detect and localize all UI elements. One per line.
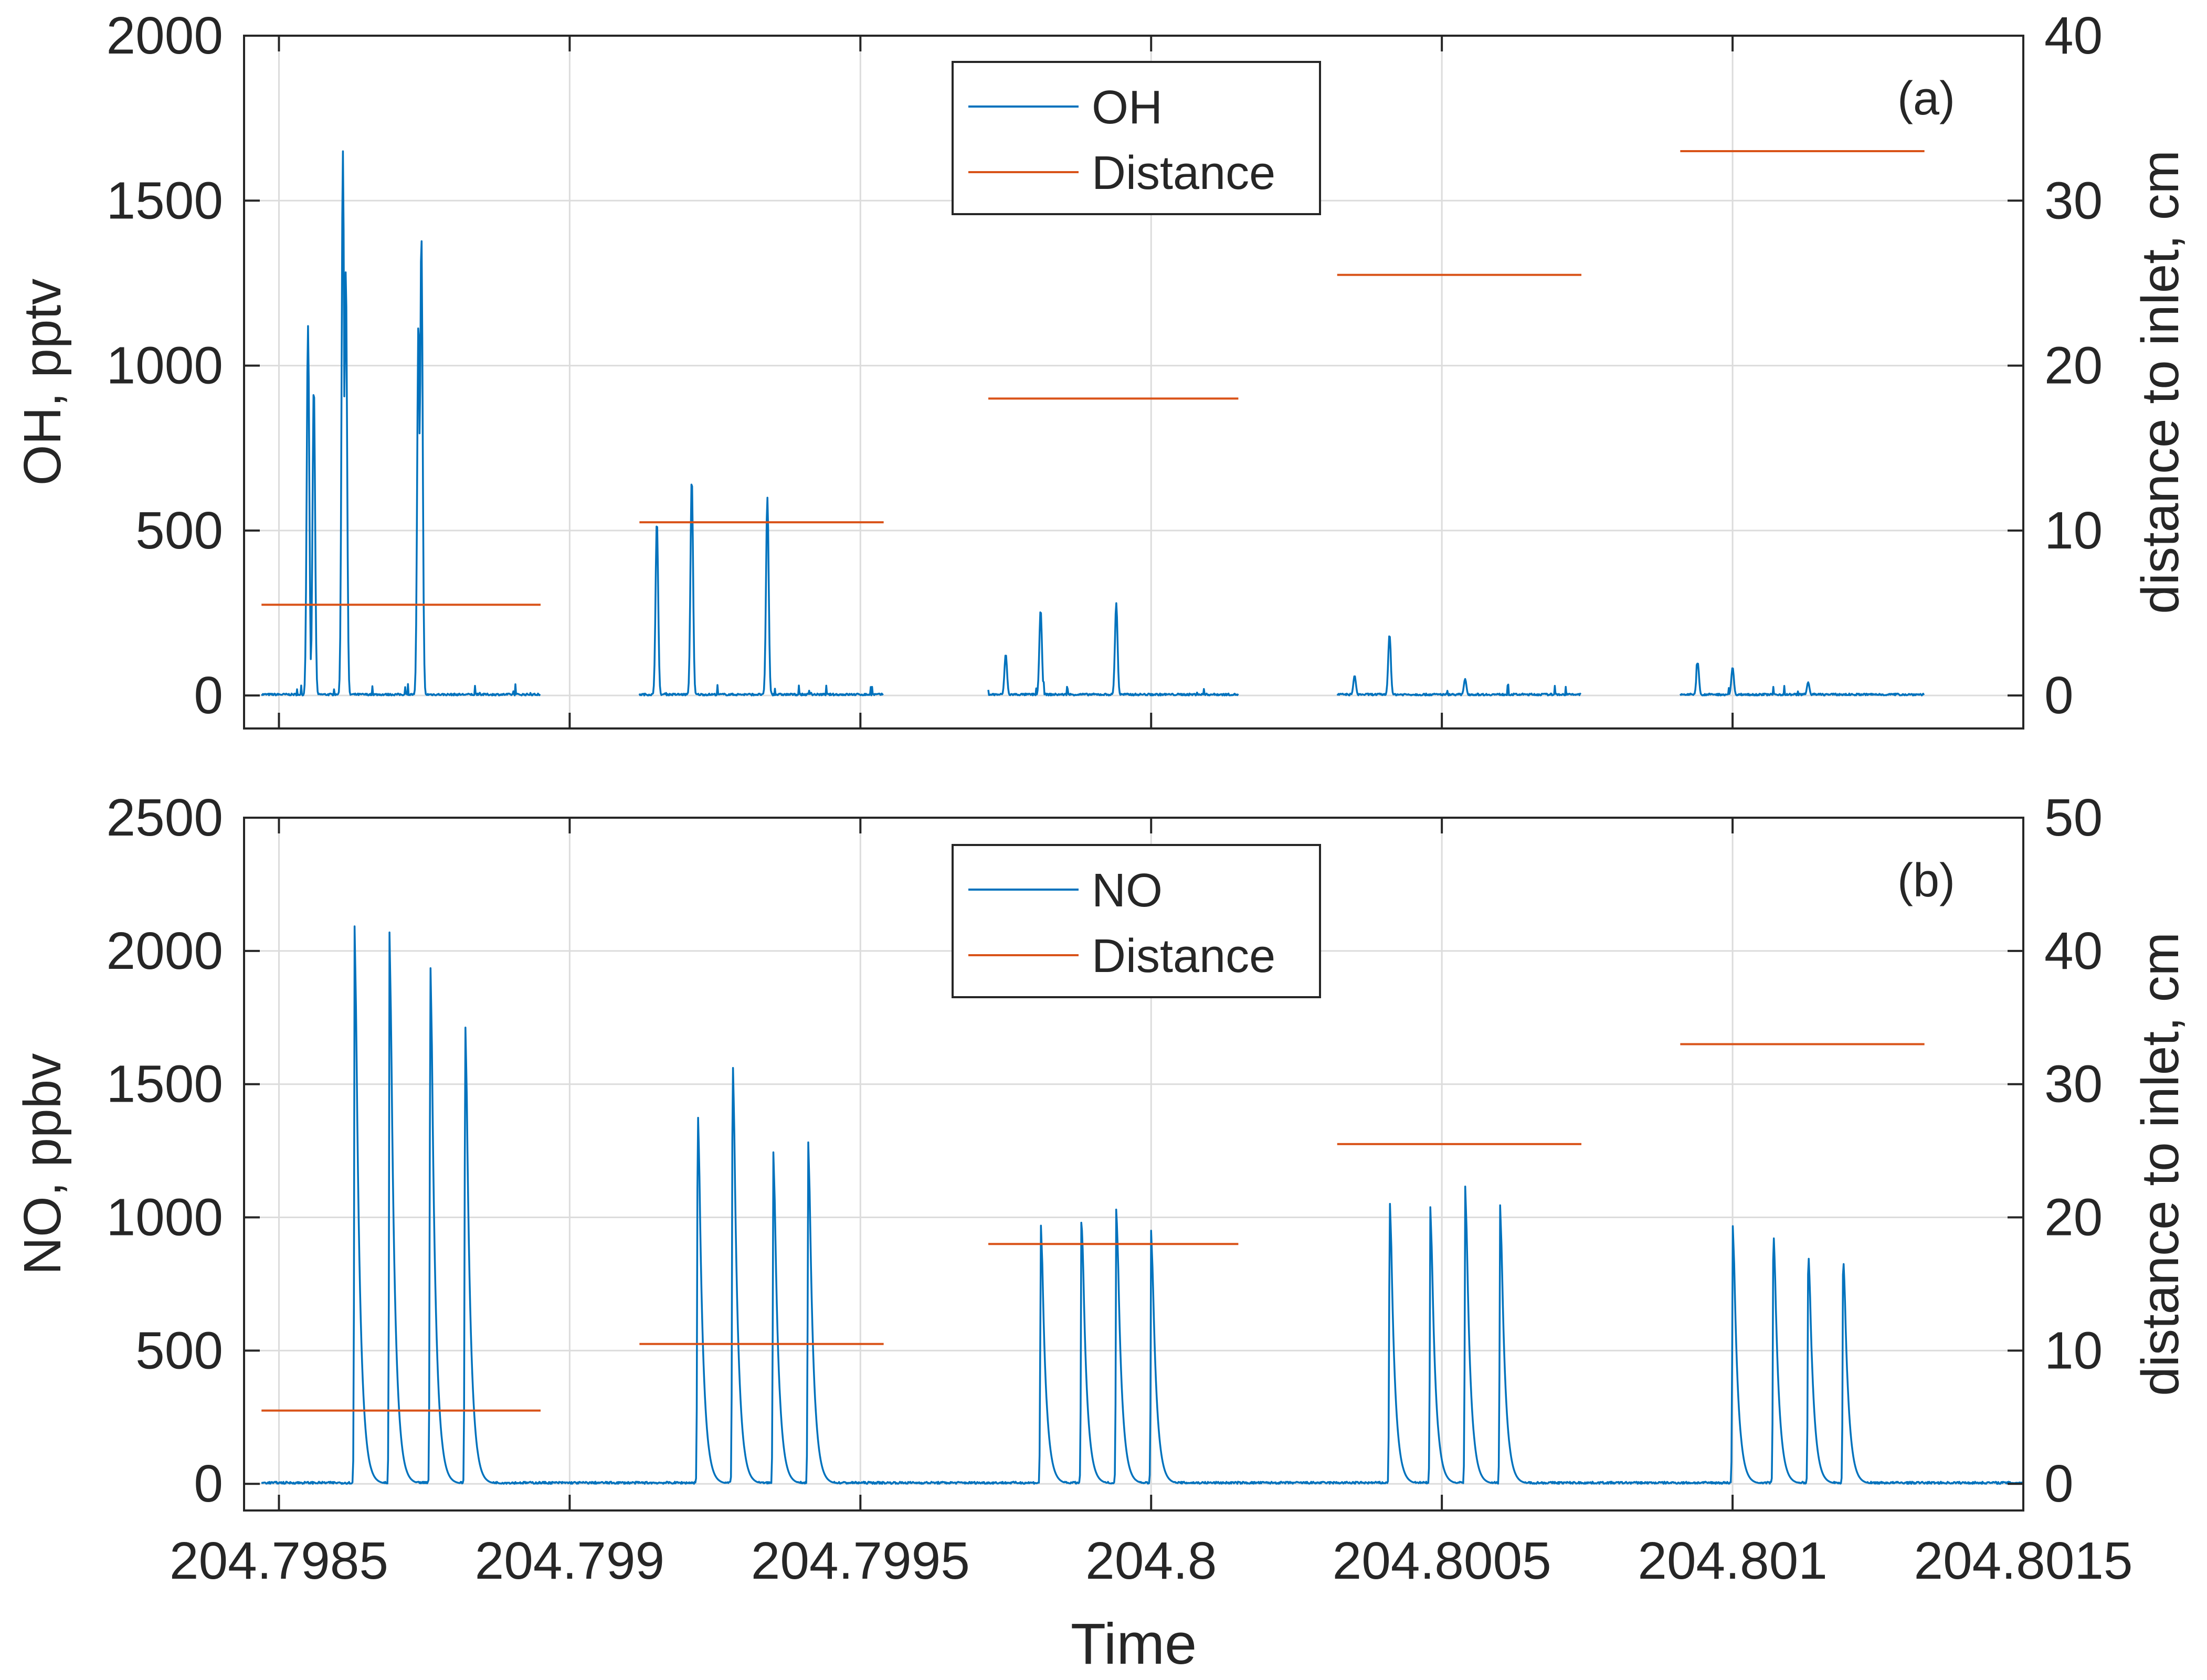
y-axis-label-right: distance to inlet, cm [2131,150,2190,614]
axes-box [243,35,2024,730]
legend-box [952,61,1321,215]
y-tick-label-left: 500 [135,1321,223,1380]
legend-label-distance: Distance [1092,930,1275,982]
y-tick-label-left: 1000 [107,1188,223,1247]
legend: OH Distance [952,61,1321,215]
axes-box [243,817,2024,1512]
y-tick-label-right: 0 [2044,1454,2074,1513]
y-tick-label-right: 50 [2044,788,2103,847]
ticks: 204.7985 204.799 204.7995 204.8 204.8005 204.… [107,788,2133,1590]
x-axis-label: Time [1071,1612,1197,1676]
legend-label-oh: OH [1092,81,1163,134]
y-tick-label-left: 0 [194,666,223,725]
x-tick-label: 204.7985 [170,1531,388,1590]
y-tick-label-left: 1000 [107,336,223,395]
series-line-oh [1679,662,1925,696]
series-line-no [261,925,2023,1485]
y-tick-label-left: 1500 [107,1055,223,1114]
series-line-oh [1336,635,1582,696]
x-tick-label: 204.7995 [751,1531,970,1590]
y-tick-label-left: 2500 [107,788,223,847]
legend-box [952,844,1321,998]
panel-label: (b) [1897,854,1955,907]
y-tick-label-right: 40 [2044,922,2103,980]
y-tick-label-right: 0 [2044,666,2074,725]
y-tick-label-right: 20 [2044,336,2103,395]
y-tick-label-left: 1500 [107,171,223,230]
series-line-oh [638,483,884,696]
panel-a: 0 500 1000 1500 2000 0 10 20 30 40 OH, pptv dista… [13,6,2190,730]
legend: NO Distance [952,844,1321,998]
y-tick-label-right: 20 [2044,1188,2103,1247]
data-layer [261,150,1925,696]
legend-label-no: NO [1092,864,1163,917]
y-tick-label-right: 30 [2044,1055,2103,1114]
data-layer [261,925,2023,1485]
y-axis-label-left: NO, ppbv [13,1053,72,1275]
x-tick-label: 204.8 [1085,1531,1217,1590]
y-tick-label-left: 2000 [107,6,223,65]
y-tick-label-right: 40 [2044,6,2103,65]
y-tick-label-right: 10 [2044,501,2103,560]
x-tick-label: 204.8005 [1333,1531,1551,1590]
y-tick-label-left: 2000 [107,922,223,980]
legend-label-distance: Distance [1092,147,1275,199]
panel-b: 204.7985 204.799 204.7995 204.8 204.8005 204.… [13,788,2190,1590]
y-tick-label-left: 500 [135,501,223,560]
y-tick-label-left: 0 [194,1454,223,1513]
x-tick-label: 204.799 [475,1531,664,1590]
x-tick-label: 204.8015 [1914,1531,2132,1590]
y-axis-label-left: OH, pptv [13,279,72,486]
ticks: 0 500 1000 1500 2000 0 10 20 30 40 [107,6,2103,728]
y-axis-label-right: distance to inlet, cm [2131,932,2190,1396]
y-tick-label-right: 30 [2044,171,2103,230]
y-tick-label-right: 10 [2044,1321,2103,1380]
series-line-oh [987,602,1239,696]
panel-label: (a) [1897,72,1955,125]
series-line-oh [261,150,541,696]
x-tick-label: 204.801 [1638,1531,1827,1590]
